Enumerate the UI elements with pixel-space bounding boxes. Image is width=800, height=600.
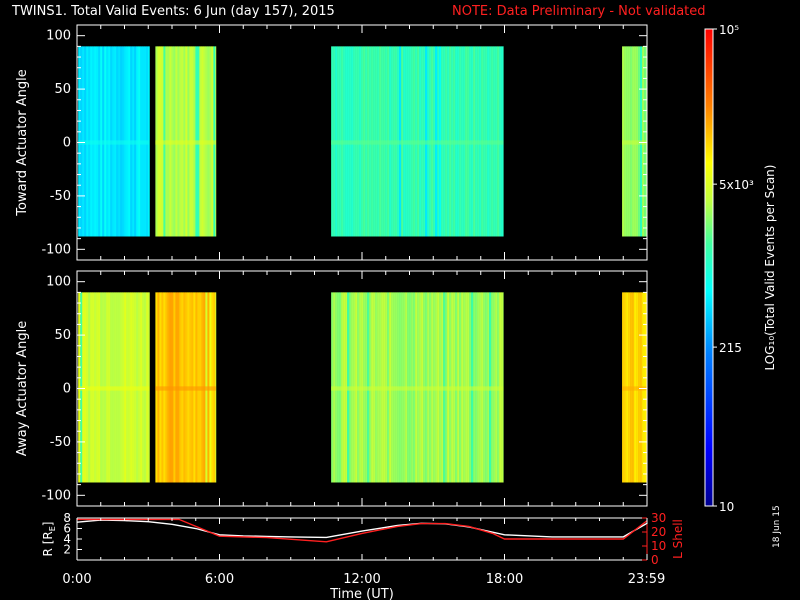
colorbar-tick-label: 215 bbox=[719, 341, 742, 355]
colorbar-tick-label: 10⁵ bbox=[719, 23, 739, 37]
top-y-tick-label: 50 bbox=[54, 82, 71, 97]
left-axis-tick-label: 2 bbox=[63, 543, 71, 557]
radius-line bbox=[77, 519, 647, 539]
top-panel: 100 50 0 -50 -100 Toward Actuator Angle bbox=[15, 24, 648, 261]
middle-zero-band bbox=[331, 386, 504, 391]
middle-segment bbox=[331, 292, 504, 483]
colorbar-tick-label: 10 bbox=[719, 500, 734, 514]
middle-zero-band bbox=[622, 386, 647, 391]
left-axis-tick-label: 8 bbox=[63, 511, 71, 525]
top-zero-band bbox=[331, 140, 504, 145]
colorbar: 10⁵ 5x10³ 215 10 LOG₁₀(Total Valid Events pe… bbox=[704, 23, 777, 514]
top-segment bbox=[78, 46, 150, 237]
right-axis-tick-label: 0 bbox=[651, 553, 659, 567]
middle-y-tick-label: 50 bbox=[54, 328, 71, 343]
left-axis-tick-label: 6 bbox=[63, 522, 71, 536]
x-tick-label: 12:00 bbox=[343, 572, 380, 587]
middle-segment bbox=[155, 292, 217, 483]
colorbar-tick-label: 5x10³ bbox=[719, 178, 754, 192]
colorbar-frame bbox=[704, 28, 714, 507]
colorbar-gradient bbox=[705, 29, 713, 506]
middle-zero-band bbox=[155, 386, 216, 391]
x-tick-label: 23:59 bbox=[628, 572, 665, 587]
top-zero-band bbox=[155, 140, 216, 145]
top-y-tick-label: -50 bbox=[50, 189, 71, 204]
middle-zero-band bbox=[78, 386, 150, 391]
left-axis-tick-label: 4 bbox=[63, 532, 71, 546]
middle-y-tick-label: -100 bbox=[41, 488, 71, 503]
middle-panel: 100 50 0 -50 -100 Away Actuator Angle bbox=[15, 270, 648, 507]
colorbar-label: LOG₁₀(Total Valid Events per Scan) bbox=[763, 165, 777, 371]
top-y-tick-label: 0 bbox=[63, 136, 71, 151]
middle-y-tick-label: 0 bbox=[63, 382, 71, 397]
middle-segment bbox=[622, 292, 648, 483]
l-shell-line bbox=[77, 518, 647, 543]
x-axis-label: Time (UT) bbox=[329, 587, 394, 600]
top-y-tick-label: -100 bbox=[41, 242, 71, 257]
middle-y-tick-label: -50 bbox=[50, 435, 71, 450]
top-segment bbox=[155, 46, 217, 237]
top-segment bbox=[622, 46, 648, 237]
figure-title: TWINS1. Total Valid Events: 6 Jun (day 1… bbox=[12, 4, 335, 19]
right-axis-tick-label: 30 bbox=[651, 511, 666, 525]
middle-y-tick-label: 100 bbox=[46, 275, 71, 290]
top-y-tick-label: 100 bbox=[46, 29, 71, 44]
bottom-series-group bbox=[77, 518, 647, 543]
x-tick-label: 6:00 bbox=[205, 572, 234, 587]
middle-y-axis-label: Away Actuator Angle bbox=[15, 321, 30, 456]
right-axis-tick-label: 20 bbox=[651, 525, 666, 539]
right-axis-tick-label: 10 bbox=[651, 539, 666, 553]
top-zero-band bbox=[78, 140, 150, 145]
x-tick-label: 18:00 bbox=[486, 572, 523, 587]
x-tick-label: 0:00 bbox=[62, 572, 91, 587]
top-segment bbox=[331, 46, 504, 237]
top-y-axis-label: Toward Actuator Angle bbox=[15, 69, 30, 216]
radius-axis-label: R [RE] bbox=[41, 522, 57, 557]
top-zero-band bbox=[622, 140, 647, 145]
middle-segment bbox=[78, 292, 150, 483]
l-shell-axis-label: L Shell bbox=[671, 519, 685, 559]
preliminary-note: NOTE: Data Preliminary - Not validated bbox=[452, 4, 706, 19]
